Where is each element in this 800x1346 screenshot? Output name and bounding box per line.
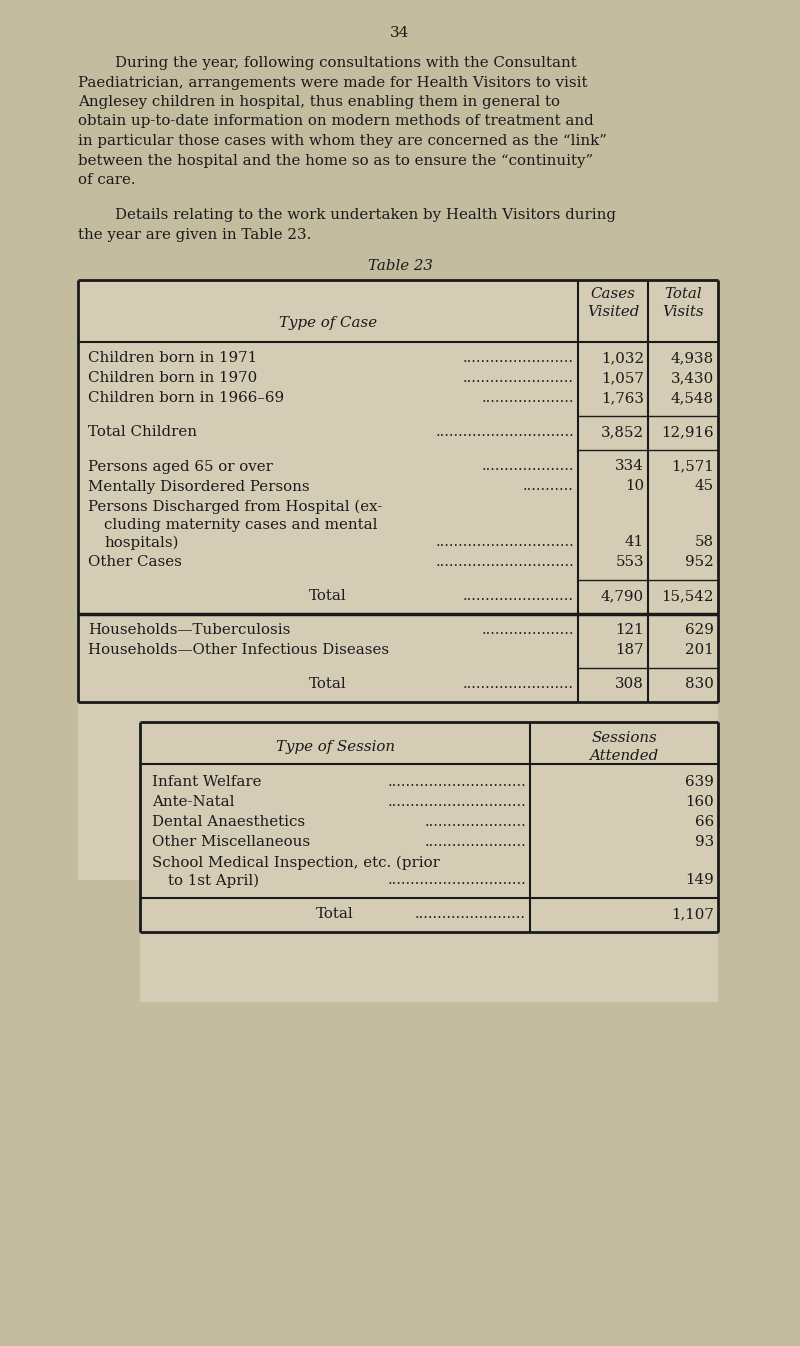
- Text: ........................: ........................: [463, 590, 574, 603]
- Text: ...........: ...........: [523, 479, 574, 494]
- Text: 952: 952: [686, 556, 714, 569]
- Bar: [78, 280, 718, 879]
- Text: ......................: ......................: [424, 816, 526, 829]
- Text: Visits: Visits: [662, 304, 704, 319]
- Text: in particular those cases with whom they are concerned as the “link”: in particular those cases with whom they…: [78, 135, 607, 148]
- Text: ..............................: ..............................: [387, 795, 526, 809]
- Text: Total: Total: [664, 288, 702, 302]
- Text: Sessions: Sessions: [591, 731, 657, 746]
- Text: Persons Discharged from Hospital (ex-: Persons Discharged from Hospital (ex-: [88, 499, 382, 514]
- Text: Households—Other Infectious Diseases: Households—Other Infectious Diseases: [88, 643, 389, 657]
- Text: 149: 149: [686, 874, 714, 887]
- Text: cluding maternity cases and mental: cluding maternity cases and mental: [104, 517, 378, 532]
- Text: Cases: Cases: [590, 288, 635, 302]
- Text: Total Children: Total Children: [88, 425, 197, 440]
- Text: Ante-Natal: Ante-Natal: [152, 795, 234, 809]
- Text: Type of Session: Type of Session: [275, 739, 394, 754]
- Text: to 1st April): to 1st April): [168, 874, 259, 888]
- Text: Dental Anaesthetics: Dental Anaesthetics: [152, 816, 305, 829]
- Text: Total: Total: [309, 677, 347, 692]
- Text: Total: Total: [316, 907, 354, 922]
- Text: Attended: Attended: [590, 748, 658, 762]
- Text: 15,542: 15,542: [662, 590, 714, 603]
- Text: 334: 334: [615, 459, 644, 474]
- Text: Mentally Disordered Persons: Mentally Disordered Persons: [88, 479, 310, 494]
- Text: ......................: ......................: [424, 836, 526, 849]
- Text: ..............................: ..............................: [435, 536, 574, 549]
- Text: 1,032: 1,032: [601, 351, 644, 366]
- Text: 45: 45: [695, 479, 714, 494]
- Text: ........................: ........................: [463, 371, 574, 385]
- Text: obtain up-to-date information on modern methods of treatment and: obtain up-to-date information on modern …: [78, 114, 594, 128]
- Text: 4,790: 4,790: [601, 590, 644, 603]
- Text: Paediatrician, arrangements were made for Health Visitors to visit: Paediatrician, arrangements were made fo…: [78, 75, 587, 89]
- Text: Households—Tuberculosis: Households—Tuberculosis: [88, 623, 290, 638]
- Text: During the year, following consultations with the Consultant: During the year, following consultations…: [115, 57, 577, 70]
- Text: 187: 187: [615, 643, 644, 657]
- Text: 1,571: 1,571: [671, 459, 714, 474]
- Text: Details relating to the work undertaken by Health Visitors during: Details relating to the work undertaken …: [115, 209, 616, 222]
- Text: 1,763: 1,763: [601, 392, 644, 405]
- Text: ..............................: ..............................: [435, 556, 574, 569]
- Text: Other Miscellaneous: Other Miscellaneous: [152, 836, 310, 849]
- Text: Table 23: Table 23: [367, 260, 433, 273]
- Text: ....................: ....................: [482, 392, 574, 405]
- Text: 553: 553: [615, 556, 644, 569]
- Text: ........................: ........................: [415, 907, 526, 922]
- Text: 4,938: 4,938: [670, 351, 714, 366]
- Text: Visited: Visited: [587, 304, 639, 319]
- Text: 308: 308: [615, 677, 644, 692]
- Bar: [140, 721, 718, 1001]
- Text: 830: 830: [685, 677, 714, 692]
- Text: 3,430: 3,430: [670, 371, 714, 385]
- Text: the year are given in Table 23.: the year are given in Table 23.: [78, 227, 311, 242]
- Text: hospitals): hospitals): [104, 536, 178, 551]
- Text: between the hospital and the home so as to ensure the “continuity”: between the hospital and the home so as …: [78, 153, 593, 167]
- Text: of care.: of care.: [78, 174, 136, 187]
- Text: ........................: ........................: [463, 351, 574, 366]
- Text: 3,852: 3,852: [601, 425, 644, 440]
- Text: Other Cases: Other Cases: [88, 556, 182, 569]
- Text: 121: 121: [615, 623, 644, 638]
- Text: Anglesey children in hospital, thus enabling them in general to: Anglesey children in hospital, thus enab…: [78, 96, 560, 109]
- Text: 201: 201: [686, 643, 714, 657]
- Text: Children born in 1970: Children born in 1970: [88, 371, 258, 385]
- Text: 629: 629: [685, 623, 714, 638]
- Text: 639: 639: [685, 775, 714, 790]
- Text: ....................: ....................: [482, 623, 574, 638]
- Text: 1,057: 1,057: [601, 371, 644, 385]
- Text: ..............................: ..............................: [387, 775, 526, 790]
- Text: 4,548: 4,548: [671, 392, 714, 405]
- Text: Children born in 1966–69: Children born in 1966–69: [88, 392, 284, 405]
- Text: ..............................: ..............................: [387, 874, 526, 887]
- Text: ........................: ........................: [463, 677, 574, 692]
- Text: 66: 66: [694, 816, 714, 829]
- Text: 160: 160: [686, 795, 714, 809]
- Text: 1,107: 1,107: [671, 907, 714, 922]
- Text: ....................: ....................: [482, 459, 574, 474]
- Text: School Medical Inspection, etc. (prior: School Medical Inspection, etc. (prior: [152, 856, 440, 870]
- Text: 41: 41: [625, 536, 644, 549]
- Text: 10: 10: [625, 479, 644, 494]
- Text: Children born in 1971: Children born in 1971: [88, 351, 257, 366]
- Text: 93: 93: [694, 836, 714, 849]
- Text: 34: 34: [390, 26, 410, 40]
- Text: Type of Case: Type of Case: [279, 315, 377, 330]
- Text: ..............................: ..............................: [435, 425, 574, 440]
- Text: Infant Welfare: Infant Welfare: [152, 775, 262, 790]
- Text: 12,916: 12,916: [662, 425, 714, 440]
- Text: 58: 58: [695, 536, 714, 549]
- Text: Persons aged 65 or over: Persons aged 65 or over: [88, 459, 273, 474]
- Text: Total: Total: [309, 590, 347, 603]
